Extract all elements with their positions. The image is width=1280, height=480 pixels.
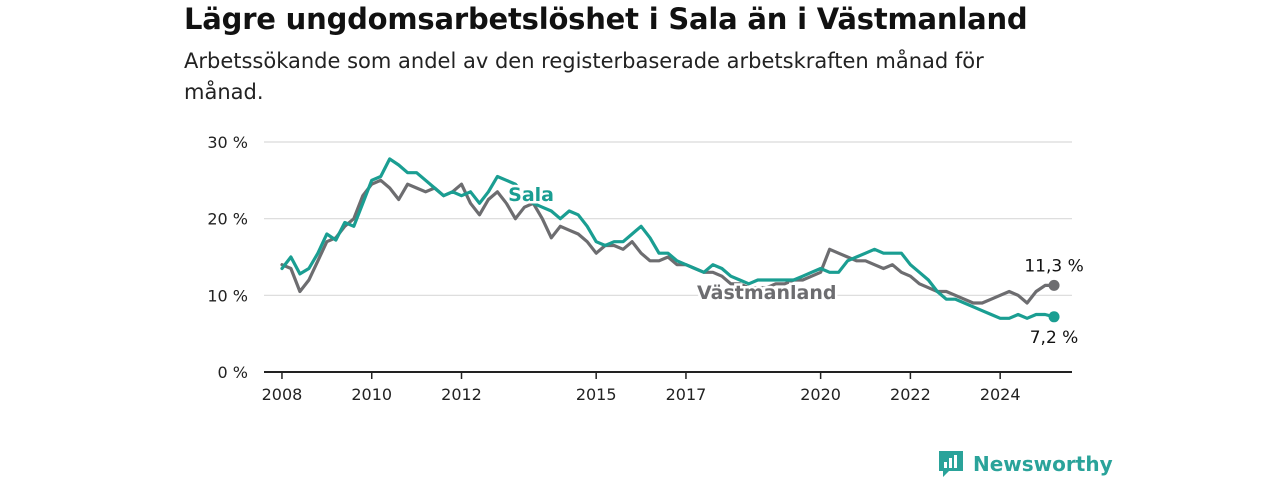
brand-name: Newsworthy xyxy=(973,452,1113,476)
series-end-point xyxy=(1048,279,1060,291)
line-chart: 0 % 10 % 20 % 30 % 2008 2010 2012 2015 2017 2020… xyxy=(207,133,1084,404)
x-tick-label: 2017 xyxy=(666,385,707,404)
chart-title: Lägre ungdomsarbetslöshet i Sala än i Vä… xyxy=(184,2,1028,36)
y-tick-label: 10 % xyxy=(207,286,248,305)
x-tick-label: 2024 xyxy=(980,385,1021,404)
x-axis: 2008 2010 2012 2015 2017 2020 2022 2024 xyxy=(262,371,1072,404)
series-end-point xyxy=(1048,311,1060,323)
x-tick-label: 2012 xyxy=(441,385,482,404)
y-tick-label: 20 % xyxy=(207,210,248,229)
series-lines xyxy=(280,157,1060,323)
x-tick-label: 2008 xyxy=(262,385,303,404)
y-axis: 0 % 10 % 20 % 30 % xyxy=(207,133,248,382)
x-tick-label: 2010 xyxy=(351,385,392,404)
chart-subtitle: Arbetssökande som andel av den registerb… xyxy=(184,49,984,104)
x-tick-label: 2022 xyxy=(890,385,931,404)
series-line-vastmanland xyxy=(280,178,1056,305)
series-label-sala: Sala xyxy=(508,184,554,206)
series-label-vastmanland: Västmanland xyxy=(697,282,837,304)
brand-logo: Newsworthy xyxy=(937,449,1113,479)
end-value-label-sala: 7,2 % xyxy=(1030,328,1079,348)
x-tick-label: 2020 xyxy=(800,385,841,404)
y-tick-label: 30 % xyxy=(207,133,248,152)
x-tick-label: 2015 xyxy=(576,385,617,404)
series-line-sala xyxy=(280,157,1056,320)
end-value-label-vastmanland: 11,3 % xyxy=(1024,256,1083,276)
gridlines xyxy=(264,141,1072,296)
bar-chart-icon xyxy=(939,451,963,477)
annotations: Sala Västmanland 11,3 % 7,2 % xyxy=(506,182,1084,348)
y-tick-label: 0 % xyxy=(218,363,248,382)
